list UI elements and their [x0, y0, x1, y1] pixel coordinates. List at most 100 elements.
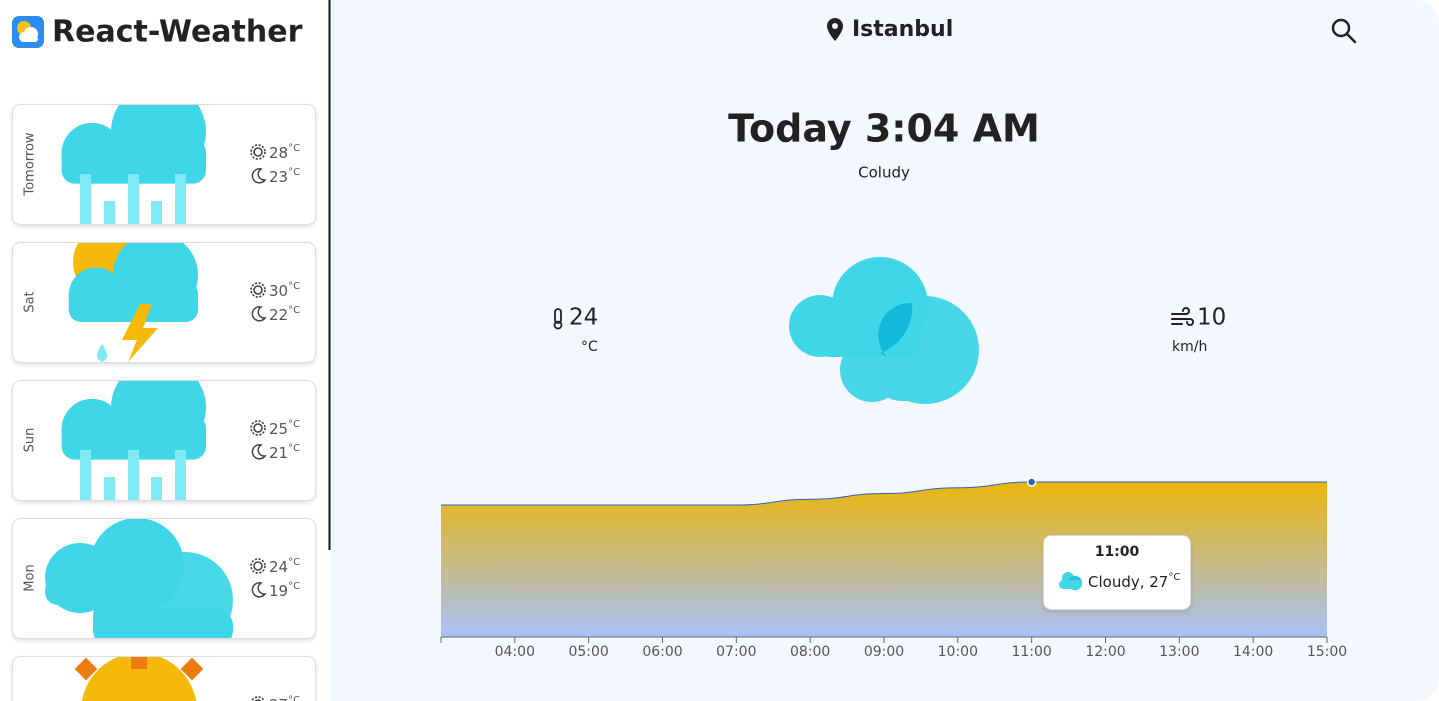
temperature-value: 24 [269, 558, 288, 576]
active-point [1026, 477, 1037, 487]
x-tick-label: 12:00 [1085, 644, 1125, 660]
icon-shape [122, 304, 158, 362]
icon-shape [128, 174, 139, 224]
temperature-unit: °C [288, 167, 300, 178]
tooltip: 11:00 Cloudy, 27°C [1043, 535, 1191, 610]
temperature: 22°C [269, 305, 300, 324]
x-tick-label: 09:00 [864, 644, 904, 660]
temperature-unit: °C [288, 557, 300, 568]
moon-icon [251, 168, 267, 184]
tooltip-box [1043, 535, 1191, 610]
current-description: Coludy [858, 164, 910, 182]
x-tick-label: 07:00 [716, 644, 756, 660]
temperature-unit: °C [288, 419, 300, 430]
sun-icon [250, 558, 266, 574]
x-tick-label: 05:00 [568, 644, 608, 660]
wind-icon [1171, 307, 1194, 326]
icon-shape [151, 201, 162, 224]
temperature: 23°C [269, 167, 300, 186]
thermometer-icon [553, 308, 563, 330]
icon-shape [61, 139, 206, 184]
icon-shape [74, 657, 98, 681]
x-tick-label: 15:00 [1307, 644, 1347, 660]
temperature-value: 21 [269, 444, 288, 462]
forecast-card[interactable]: Sun 25°C21°C [12, 360, 316, 537]
tooltip-icon [1059, 580, 1082, 589]
x-tick-label: 14:00 [1233, 644, 1273, 660]
icon-shape [104, 201, 115, 224]
temperature: 21°C [269, 443, 300, 462]
icon-shape [151, 477, 162, 500]
temperature-unit: °C [288, 695, 300, 701]
current-title: Today 3:04 AM [728, 107, 1040, 151]
forecast-card[interactable]: Tomorrow 28°C23°C [12, 84, 316, 261]
temperature: 28°C [269, 143, 300, 162]
tooltip-value: Cloudy, 27 [1088, 573, 1168, 591]
temperature-unit: °C [288, 143, 300, 154]
forecast-card[interactable]: Mon 24°C19°C [12, 518, 316, 650]
day-label: Tomorrow [23, 132, 38, 196]
temperature-unit: °C [288, 281, 300, 292]
city: Istanbul [852, 17, 953, 42]
temperature-value: 25 [269, 420, 288, 438]
x-tick-label: 08:00 [790, 644, 830, 660]
temperature-unit: °C [288, 443, 300, 454]
temperature-value: 23 [269, 168, 288, 186]
day-label: Sat [23, 291, 38, 312]
icon-shape [104, 477, 115, 500]
icon-shape [131, 657, 147, 669]
icon-shape [128, 450, 139, 500]
wind-unit: km/h [1172, 339, 1207, 355]
temperature-chart: 04:00 05:00 06:00 07:00 08:00 09:00 10:00 11:00… [440, 477, 1347, 660]
sun-icon [253, 285, 263, 295]
icon-shape [61, 415, 206, 460]
icon-shape [97, 344, 107, 362]
day-label: Mon [23, 564, 38, 591]
icon-shape [81, 657, 197, 701]
icon-shape [175, 174, 186, 224]
icon-shape [80, 174, 91, 224]
temperature: 30°C [269, 281, 300, 300]
temperature-unit: °C [288, 581, 300, 592]
weather-icon [61, 381, 206, 500]
weather-icon [45, 519, 233, 638]
icon-shape [175, 450, 186, 500]
x-tick-label: 13:00 [1159, 644, 1199, 660]
current-temperature: 24 [569, 305, 598, 331]
moon-icon [251, 444, 267, 460]
temperature: 27°C [269, 695, 300, 701]
sun-icon [253, 561, 263, 571]
sun-icon [250, 282, 266, 298]
temperature: 19°C [269, 581, 300, 600]
weather-icon [61, 105, 206, 224]
sun-icon [250, 420, 266, 436]
sun-icon [254, 699, 262, 701]
moon-icon [251, 306, 267, 322]
search-button[interactable] [1331, 18, 1357, 44]
x-tick-label: 11:00 [1011, 644, 1051, 660]
day-label: Sun [23, 428, 38, 453]
tooltip-text: Cloudy, 27°C [1088, 572, 1180, 591]
temperature-value: 22 [269, 306, 288, 324]
sun-icon [253, 147, 263, 157]
location-icon [827, 18, 843, 41]
forecast-card[interactable]: 27°C [12, 653, 316, 701]
temperature-value: 30 [269, 282, 288, 300]
icon-shape [93, 608, 233, 638]
logo [12, 16, 44, 48]
temperature-value: 28 [269, 144, 288, 162]
temperature: 24°C [269, 557, 300, 576]
app-title: React-Weather [52, 15, 303, 50]
sun-icon [250, 144, 266, 160]
weather-icon [68, 243, 198, 362]
icon-shape [80, 450, 91, 500]
sun-icon [253, 423, 263, 433]
tooltip-title: 11:00 [1095, 544, 1140, 560]
temperature-value: 19 [269, 582, 288, 600]
temperature-unit: °C [288, 305, 300, 316]
moon-icon [251, 582, 267, 598]
